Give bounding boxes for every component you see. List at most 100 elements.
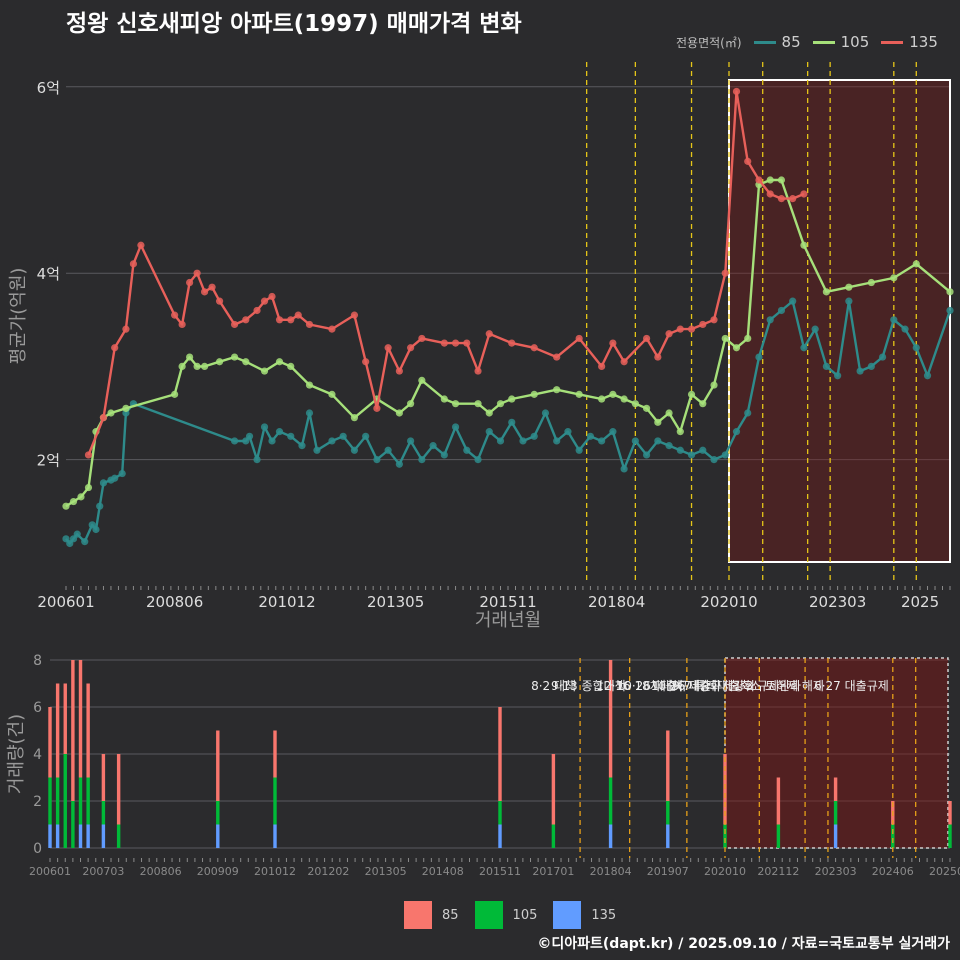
- price-point-85: [463, 446, 471, 454]
- price-point-85: [654, 437, 662, 445]
- volume-y-tick-4: 8: [33, 653, 42, 669]
- price-point-135: [463, 339, 471, 347]
- price-x-tick-0: 200601: [37, 593, 94, 611]
- price-point-85: [99, 479, 108, 487]
- price-point-135: [654, 353, 662, 361]
- volume-bar-85: [833, 777, 838, 801]
- price-point-135: [451, 339, 460, 347]
- volume-bar-105: [48, 777, 52, 825]
- price-point-135: [676, 325, 684, 333]
- price-point-135: [305, 320, 314, 329]
- price-point-85: [564, 428, 572, 436]
- bottom-legend-label-85: 85: [442, 907, 459, 923]
- price-point-85: [96, 502, 104, 510]
- price-point-85: [946, 306, 954, 315]
- price-point-105: [530, 390, 538, 398]
- price-point-85: [755, 353, 763, 361]
- volume-bar-85: [116, 754, 121, 825]
- price-point-105: [890, 274, 898, 282]
- price-point-85: [631, 437, 639, 445]
- price-point-85: [362, 432, 370, 440]
- price-point-85: [598, 437, 606, 445]
- price-point-85: [710, 456, 718, 464]
- volume-bar-85: [776, 777, 781, 825]
- bottom-legend-swatch-105: [474, 901, 503, 929]
- volume-y-tick-0: 0: [33, 841, 42, 857]
- volume-bar-105: [723, 824, 727, 848]
- volume-bar-105: [63, 754, 67, 848]
- price-point-85: [822, 362, 830, 370]
- price-point-105: [485, 409, 493, 417]
- price-point-135: [208, 283, 216, 291]
- price-point-85: [519, 437, 527, 445]
- bottom-legend-swatch-135: [553, 901, 582, 929]
- price-series-85: [62, 297, 954, 548]
- price-point-135: [508, 339, 516, 347]
- price-point-135: [275, 316, 284, 324]
- price-point-105: [845, 283, 853, 291]
- price-point-85: [92, 525, 100, 534]
- price-point-105: [186, 353, 194, 361]
- volume-bar-135: [273, 824, 277, 848]
- price-point-135: [200, 288, 209, 296]
- volume-x-tick-6: 201305: [365, 865, 407, 878]
- price-point-105: [418, 376, 426, 384]
- price-point-85: [275, 428, 284, 436]
- price-point-135: [178, 320, 186, 329]
- price-point-105: [305, 381, 314, 389]
- price-y-tick-2: 6억: [37, 79, 60, 97]
- price-point-105: [867, 278, 875, 287]
- price-point-135: [84, 451, 93, 459]
- price-point-135: [642, 334, 651, 343]
- price-point-105: [215, 358, 224, 366]
- legend-item-85: 85: [753, 33, 801, 51]
- price-point-85: [789, 297, 797, 305]
- volume-bar-85: [216, 730, 220, 801]
- price-point-135: [710, 316, 718, 324]
- price-series-135: [84, 87, 808, 459]
- bottom-legend-item-135: 135: [553, 901, 616, 929]
- volume-bar-105: [55, 777, 60, 825]
- volume-y-tick-3: 6: [33, 700, 42, 716]
- volume-bar-85: [666, 730, 670, 801]
- volume-bar-135: [833, 824, 838, 848]
- price-highlight-box: [728, 79, 951, 563]
- volume-bar-105: [776, 824, 781, 848]
- volume-bar-85: [86, 683, 90, 778]
- price-point-85: [575, 446, 583, 454]
- price-point-85: [834, 372, 842, 380]
- price-point-105: [598, 395, 606, 403]
- volume-x-tick-15: 202406: [872, 865, 914, 878]
- price-point-135: [407, 344, 415, 352]
- price-point-135: [755, 176, 763, 184]
- price-point-85: [586, 432, 595, 440]
- volume-bar-105: [71, 801, 75, 848]
- volume-event-label-6: 9·7 특례대출축소 토허제 해제: [672, 679, 824, 693]
- price-point-135: [328, 325, 336, 333]
- price-point-135: [99, 414, 108, 422]
- price-point-85: [890, 316, 898, 324]
- price-point-105: [328, 390, 336, 398]
- bottom-legend-label-135: 135: [591, 907, 617, 923]
- price-point-135: [373, 404, 381, 412]
- price-point-85: [845, 297, 853, 305]
- volume-bar-85: [948, 801, 952, 825]
- volume-bar-85: [71, 660, 75, 801]
- volume-bar-135: [666, 824, 670, 848]
- price-point-105: [178, 362, 186, 370]
- price-x-tick-3: 201305: [367, 593, 424, 611]
- price-point-135: [111, 344, 119, 352]
- volume-bar-85: [273, 730, 277, 778]
- price-point-85: [395, 460, 403, 468]
- volume-bar-105: [273, 777, 277, 825]
- price-point-85: [744, 409, 752, 417]
- price-point-85: [642, 451, 651, 459]
- price-point-85: [800, 344, 808, 352]
- volume-bar-135: [608, 824, 613, 848]
- price-x-tick-7: 202303: [809, 593, 866, 611]
- volume-event-label-1: 9·13 종합대책: [551, 678, 626, 693]
- price-point-135: [215, 297, 224, 305]
- price-point-85: [620, 465, 628, 473]
- price-point-135: [665, 330, 673, 338]
